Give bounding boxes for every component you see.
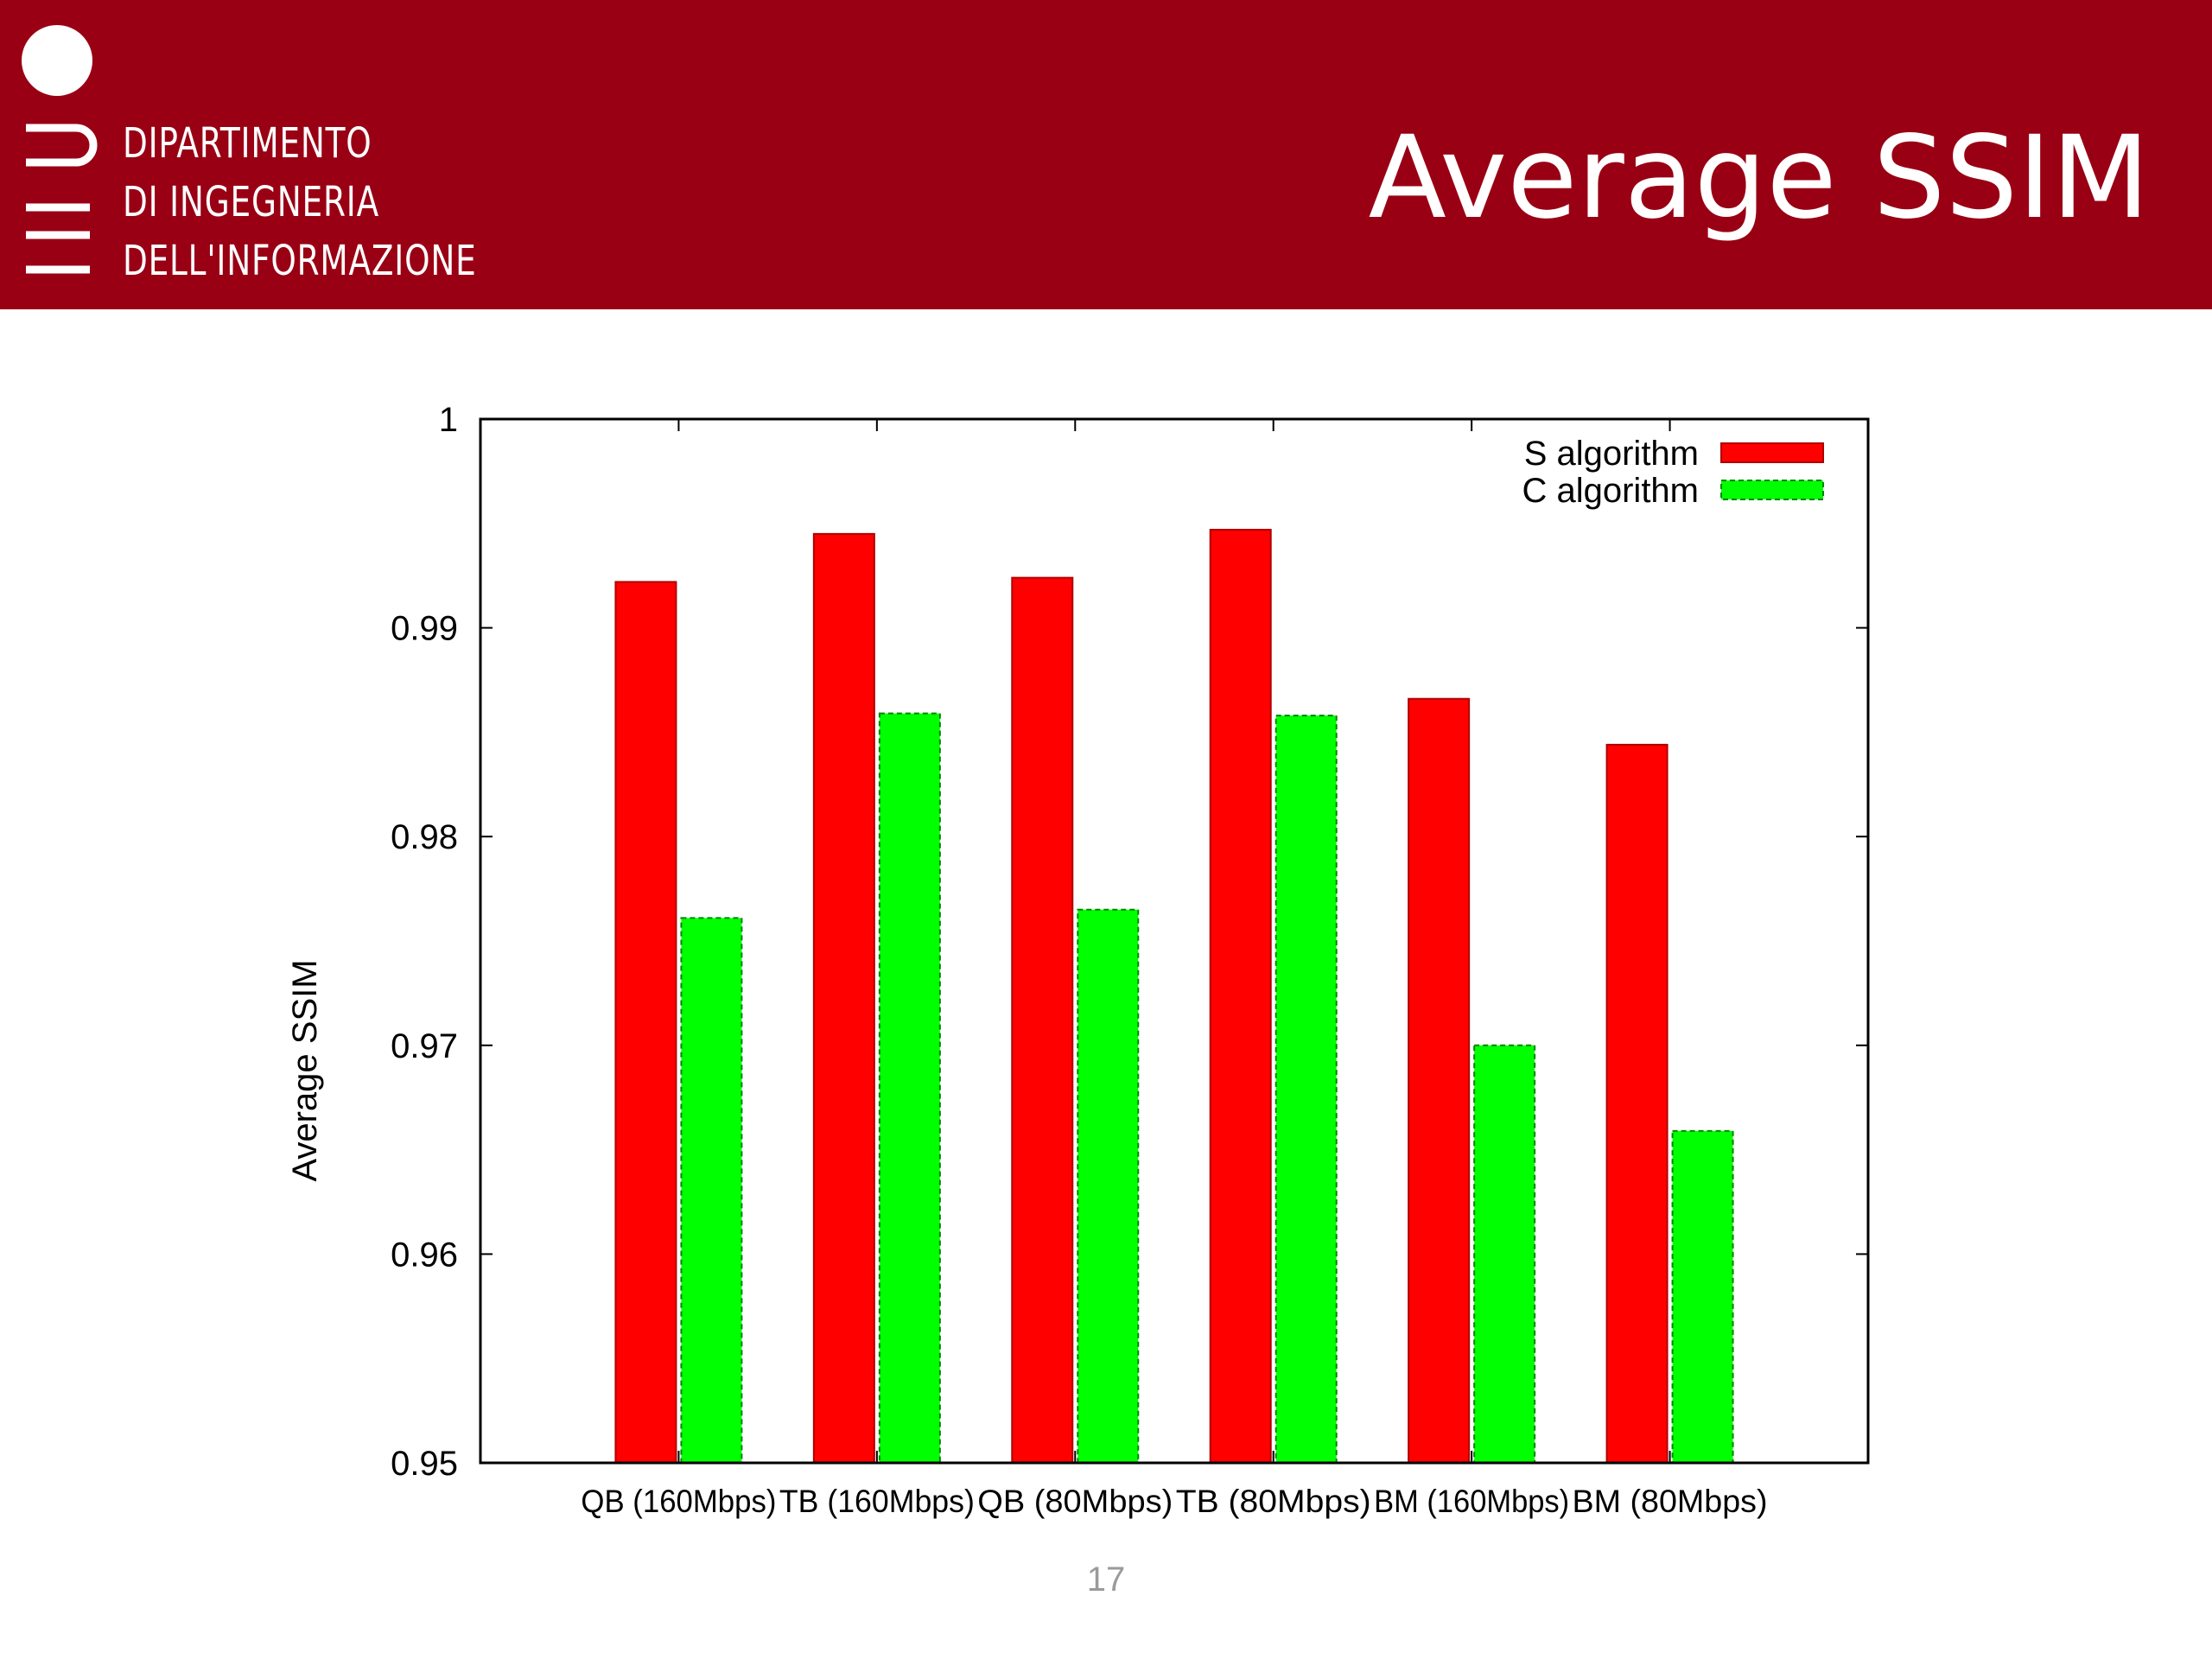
s-algorithm-bar-4 [1209,529,1272,1465]
university-logo [22,25,98,274]
legend-swatch-c-algorithm [1720,480,1824,500]
logo-circle [22,25,92,96]
y-tick-label-5: 0.99 [391,610,458,648]
c-algorithm-bar-2 [878,712,941,1464]
slide-title: Average SSIM [1368,111,2150,245]
c-algorithm-bar-4 [1274,715,1338,1464]
bar-chart: 0.95 0.96 0.97 0.98 0.99 1 QB (160Mbps) TB (16… [286,401,1870,1519]
legend-label-s-algorithm: S algorithm [1524,435,1699,473]
x-tick-labels: QB (160Mbps) TB (160Mbps) QB (80Mbps) TB (8… [581,1484,1767,1519]
y-tick-labels: 0.95 0.96 0.97 0.98 0.99 1 [391,401,458,1483]
department-line-3: DELL'INFORMAZIONE [123,237,477,285]
x-tick-label-4: TB (80Mbps) [1176,1484,1371,1519]
x-tick-label-6: BM (80Mbps) [1573,1484,1768,1519]
legend-label-c-algorithm: C algorithm [1522,472,1699,510]
x-tick-label-5: BM (160Mbps) [1374,1484,1569,1519]
s-algorithm-bar-6 [1605,743,1669,1464]
legend-swatch-s-algorithm [1720,442,1824,463]
y-tick-label-6: 1 [439,401,458,439]
s-algorithm-bar-3 [1011,576,1074,1465]
ticks-layer [480,418,1868,1464]
bars-layer [614,529,1734,1465]
c-algorithm-bar-1 [680,917,743,1464]
slide-header: DIPARTIMENTO DI INGEGNERIA DELL'INFORMAZ… [0,0,2212,309]
s-algorithm-bar-1 [614,581,677,1464]
y-tick-label-2: 0.96 [391,1236,458,1274]
y-tick-label-3: 0.97 [391,1027,458,1065]
c-algorithm-bar-6 [1671,1129,1734,1465]
logo-u-shape [26,124,98,167]
s-algorithm-bar-5 [1408,697,1471,1464]
x-tick-label-1: QB (160Mbps) [581,1484,776,1519]
c-algorithm-bar-5 [1473,1044,1536,1464]
x-tick-label-3: QB (80Mbps) [977,1484,1173,1519]
page-number: 17 [1086,1560,1126,1599]
y-tick-label-4: 0.98 [391,818,458,856]
y-axis-title: Average SSIM [286,959,324,1181]
department-line-1: DIPARTIMENTO [123,119,372,168]
plot-frame [479,417,1870,1465]
x-tick-label-2: TB (160Mbps) [779,1484,975,1519]
y-tick-label-1: 0.95 [391,1445,458,1483]
department-line-2: DI INGEGNERIA [123,178,379,226]
s-algorithm-bar-2 [812,532,875,1464]
c-algorithm-bar-3 [1077,908,1140,1464]
